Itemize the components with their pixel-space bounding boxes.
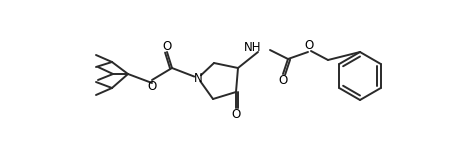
Text: N: N xyxy=(193,72,202,84)
Text: O: O xyxy=(162,40,171,52)
Text: O: O xyxy=(303,39,313,52)
Text: O: O xyxy=(231,108,240,120)
Text: O: O xyxy=(278,73,287,87)
Text: O: O xyxy=(147,80,156,92)
Text: NH: NH xyxy=(244,40,261,53)
